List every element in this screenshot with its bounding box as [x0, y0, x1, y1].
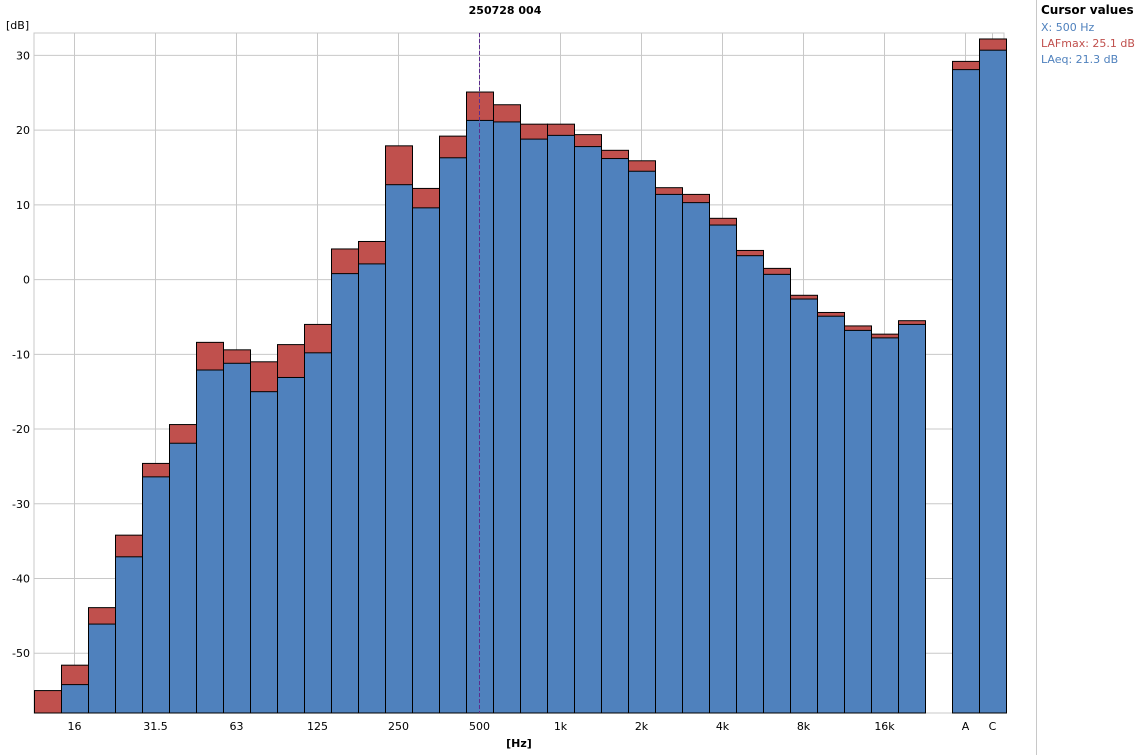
cursor-lafmax-value: LAFmax: 25.1 dB: [1041, 37, 1135, 50]
axis-layer: 30 20 10 0 -10 -20 -30 -40 -50 16 31.5 63 125 250 500 1…: [12, 49, 997, 733]
bar-laeq-200: [358, 263, 386, 714]
bar-laeq-40: [169, 442, 197, 714]
bar-laeq-31.5: [142, 476, 170, 714]
bar-laeq-8k: [790, 298, 818, 714]
y-tick-label: 10: [16, 199, 30, 212]
cursor-x-value: X: 500 Hz: [1041, 21, 1095, 34]
bar-laeq-3.15k: [682, 202, 710, 714]
cursor-values-title: Cursor values: [1041, 3, 1134, 17]
bar-laeq-2.5k: [655, 193, 683, 714]
x-tick-label: 16: [68, 720, 82, 733]
x-tick-label: A: [962, 720, 970, 733]
bar-laeq-315: [412, 207, 440, 714]
bar-laeq-4k: [709, 224, 737, 714]
bar-laeq-160: [331, 273, 359, 714]
y-tick-label: 0: [23, 274, 30, 287]
bar-laeq-125: [304, 352, 332, 714]
chart-title: 250728 004: [469, 4, 542, 17]
bar-laeq-400: [439, 157, 467, 714]
x-axis-label: [Hz]: [506, 737, 532, 750]
bar-laeq-80: [250, 391, 278, 714]
bar-laeq-63: [223, 362, 251, 714]
bar-laeq-100: [277, 376, 305, 714]
x-tick-label: 4k: [716, 720, 730, 733]
cursor-values-panel: Cursor values X: 500 Hz LAFmax: 25.1 dB …: [1036, 0, 1140, 755]
bar-laeq-25: [115, 556, 143, 714]
bar-laeq-16: [61, 684, 89, 714]
bar-laeq-A: [952, 69, 980, 714]
y-tick-label: -20: [12, 423, 30, 436]
bar-lafmax-12.5: [34, 690, 62, 714]
x-tick-label: 16k: [874, 720, 895, 733]
bar-laeq-10k: [817, 315, 845, 714]
y-tick-label: -10: [12, 348, 30, 361]
x-tick-label: C: [989, 720, 997, 733]
x-tick-label: 31.5: [143, 720, 168, 733]
bars-layer: [34, 33, 1007, 714]
x-tick-label: 2k: [635, 720, 649, 733]
bar-laeq-1.25k: [574, 146, 602, 714]
bar-laeq-630: [493, 121, 521, 714]
y-tick-label: 30: [16, 49, 30, 62]
bar-laeq-1k: [547, 134, 575, 714]
bar-laeq-12.5k: [844, 329, 872, 714]
y-tick-label: -50: [12, 647, 30, 660]
bar-laeq-800: [520, 138, 548, 714]
spectrum-chart: 30 20 10 0 -10 -20 -30 -40 -50 16 31.5 63 125 250 500 1…: [6, 4, 1007, 750]
y-tick-label: -30: [12, 498, 30, 511]
bar-laeq-2k: [628, 170, 656, 714]
x-tick-label: 1k: [554, 720, 568, 733]
y-tick-label: 20: [16, 124, 30, 137]
x-tick-label: 500: [469, 720, 490, 733]
cursor-laeq-value: LAeq: 21.3 dB: [1041, 53, 1119, 66]
bar-laeq-5k: [736, 255, 764, 714]
bar-laeq-6.3k: [763, 273, 791, 714]
bar-laeq-20: [88, 623, 116, 714]
bar-laeq-16k: [871, 337, 899, 714]
y-axis-label: [dB]: [6, 19, 29, 32]
bar-laeq-50: [196, 369, 224, 714]
bar-laeq-C: [979, 49, 1007, 714]
bar-laeq-20k: [898, 323, 926, 714]
x-tick-label: 250: [388, 720, 409, 733]
bar-laeq-250: [385, 184, 413, 714]
bar-laeq-1.6k: [601, 158, 629, 714]
x-tick-label: 125: [307, 720, 328, 733]
x-tick-label: 63: [230, 720, 244, 733]
x-tick-label: 8k: [797, 720, 811, 733]
y-tick-label: -40: [12, 572, 30, 585]
